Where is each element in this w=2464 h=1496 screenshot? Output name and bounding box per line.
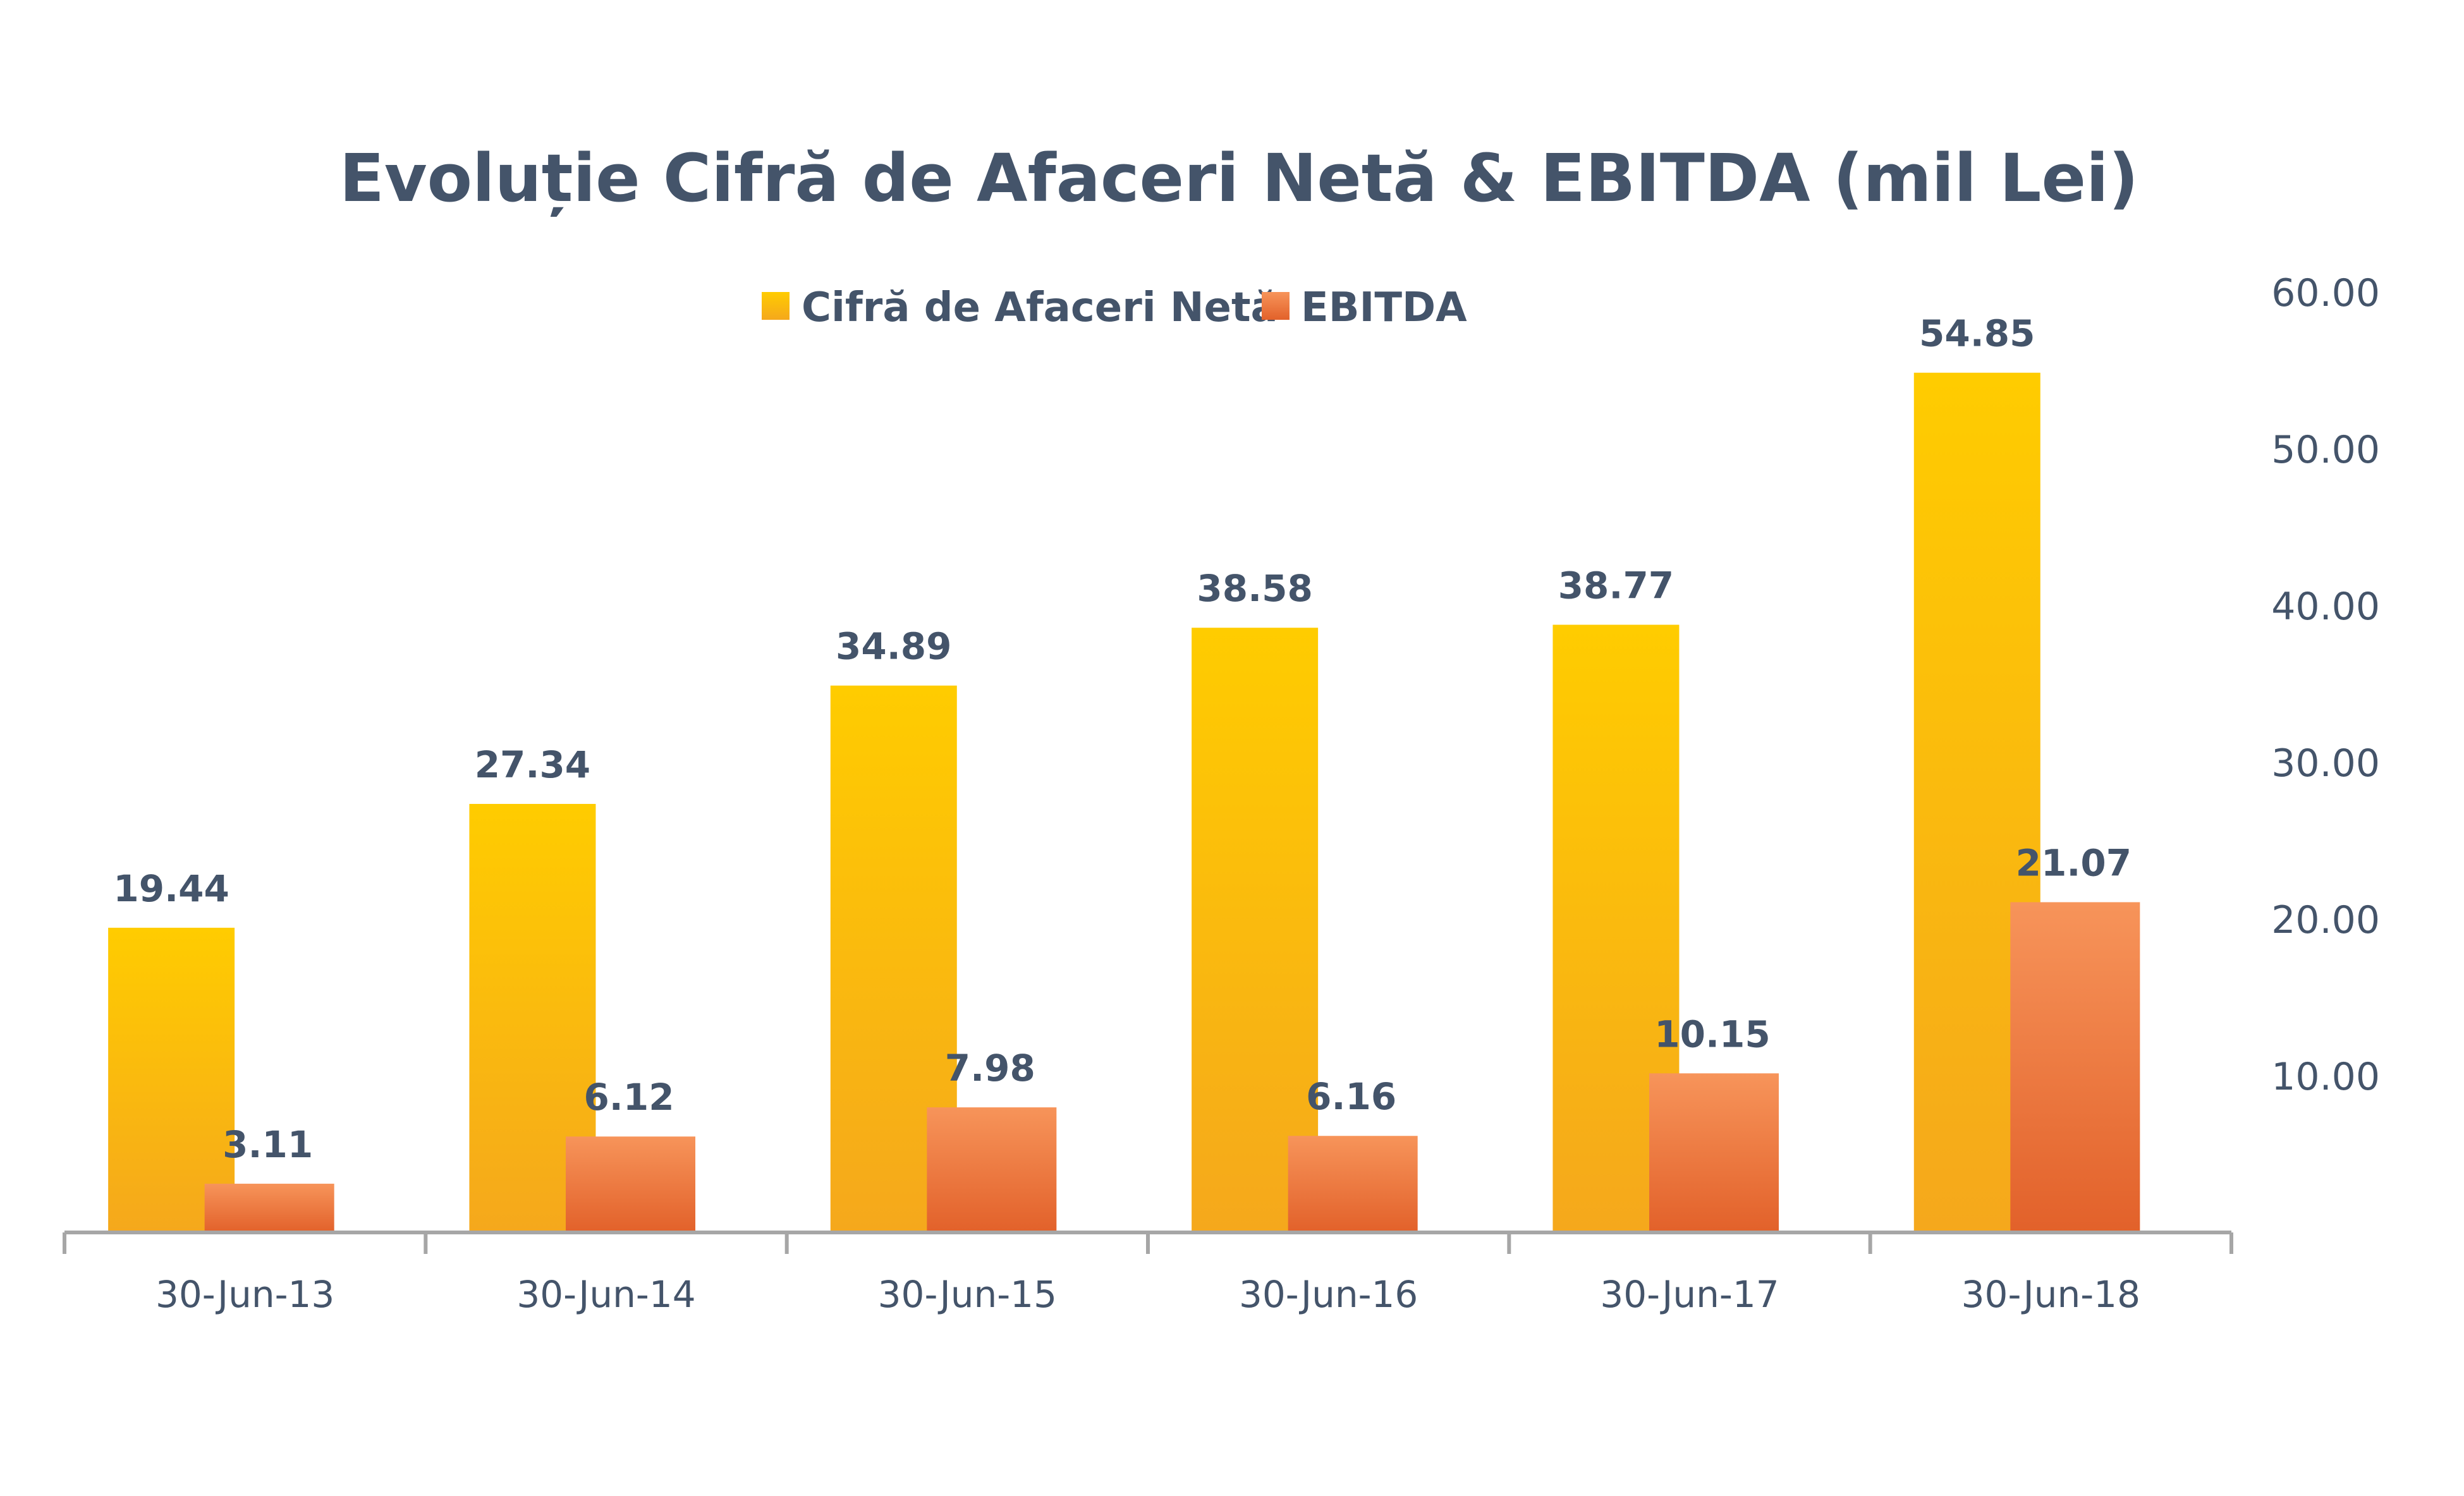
x-tick-label-30-Jun-17: 30-Jun-17 bbox=[1600, 1273, 1779, 1316]
data-label-revenue-30-Jun-17: 38.77 bbox=[1558, 564, 1674, 607]
y-tick-label-50.00: 50.00 bbox=[2271, 428, 2380, 472]
bar-ebitda-30-Jun-16 bbox=[1288, 1136, 1418, 1232]
data-label-ebitda-30-Jun-16: 6.16 bbox=[1306, 1075, 1396, 1118]
x-tick-label-30-Jun-13: 30-Jun-13 bbox=[156, 1273, 334, 1316]
data-label-revenue-30-Jun-16: 38.58 bbox=[1197, 567, 1312, 610]
data-label-ebitda-30-Jun-14: 6.12 bbox=[583, 1076, 674, 1119]
x-tick-label-30-Jun-16: 30-Jun-16 bbox=[1239, 1273, 1418, 1316]
legend-label-revenue: Cifră de Afaceri Netă bbox=[802, 284, 1278, 331]
legend-swatch-ebitda bbox=[1262, 292, 1290, 320]
legend-label-ebitda: EBITDA bbox=[1301, 284, 1467, 331]
data-label-ebitda-30-Jun-15: 7.98 bbox=[945, 1047, 1035, 1090]
x-tick-label-30-Jun-14: 30-Jun-14 bbox=[516, 1273, 695, 1316]
y-tick-label-10.00: 10.00 bbox=[2271, 1055, 2380, 1099]
bars-layer bbox=[108, 372, 2140, 1232]
data-label-ebitda-30-Jun-18: 21.07 bbox=[2016, 841, 2132, 884]
bar-ebitda-30-Jun-15 bbox=[927, 1107, 1057, 1232]
y-tick-label-30.00: 30.00 bbox=[2271, 741, 2380, 786]
legend-swatch-revenue bbox=[762, 292, 790, 320]
y-tick-label-40.00: 40.00 bbox=[2271, 585, 2380, 629]
data-label-ebitda-30-Jun-17: 10.15 bbox=[1654, 1013, 1770, 1055]
bar-ebitda-30-Jun-18 bbox=[2010, 902, 2140, 1232]
data-label-ebitda-30-Jun-13: 3.11 bbox=[223, 1123, 313, 1166]
data-label-revenue-30-Jun-15: 34.89 bbox=[836, 625, 951, 668]
data-label-revenue-30-Jun-18: 54.85 bbox=[1919, 312, 2035, 355]
bar-revenue-30-Jun-16 bbox=[1192, 628, 1319, 1232]
bar-ebitda-30-Jun-13 bbox=[204, 1183, 334, 1232]
chart-title: Evoluție Cifră de Afaceri Netă & EBITDA … bbox=[339, 140, 2138, 217]
data-label-revenue-30-Jun-13: 19.44 bbox=[113, 867, 229, 910]
data-label-revenue-30-Jun-14: 27.34 bbox=[475, 743, 590, 786]
x-tick-label-30-Jun-18: 30-Jun-18 bbox=[1961, 1273, 2140, 1316]
x-axis: 30-Jun-13 30-Jun-14 30-Jun-15 30-Jun-16 30-J… bbox=[63, 1231, 2233, 1316]
bar-revenue-30-Jun-13 bbox=[108, 927, 235, 1232]
bar-ebitda-30-Jun-17 bbox=[1649, 1073, 1779, 1232]
y-axis: 10.00 20.00 30.00 40.00 50.00 60.00 bbox=[2271, 271, 2380, 1099]
y-tick-label-20.00: 20.00 bbox=[2271, 898, 2380, 942]
data-labels-layer: 19.44 3.11 27.34 6.12 34.89 7.98 38.58 6.16 38.7… bbox=[113, 312, 2132, 1166]
y-tick-label-60.00: 60.00 bbox=[2271, 271, 2380, 315]
bar-ebitda-30-Jun-14 bbox=[566, 1136, 696, 1232]
legend: Cifră de Afaceri Netă EBITDA bbox=[762, 284, 1467, 331]
x-tick-label-30-Jun-15: 30-Jun-15 bbox=[878, 1273, 1057, 1316]
